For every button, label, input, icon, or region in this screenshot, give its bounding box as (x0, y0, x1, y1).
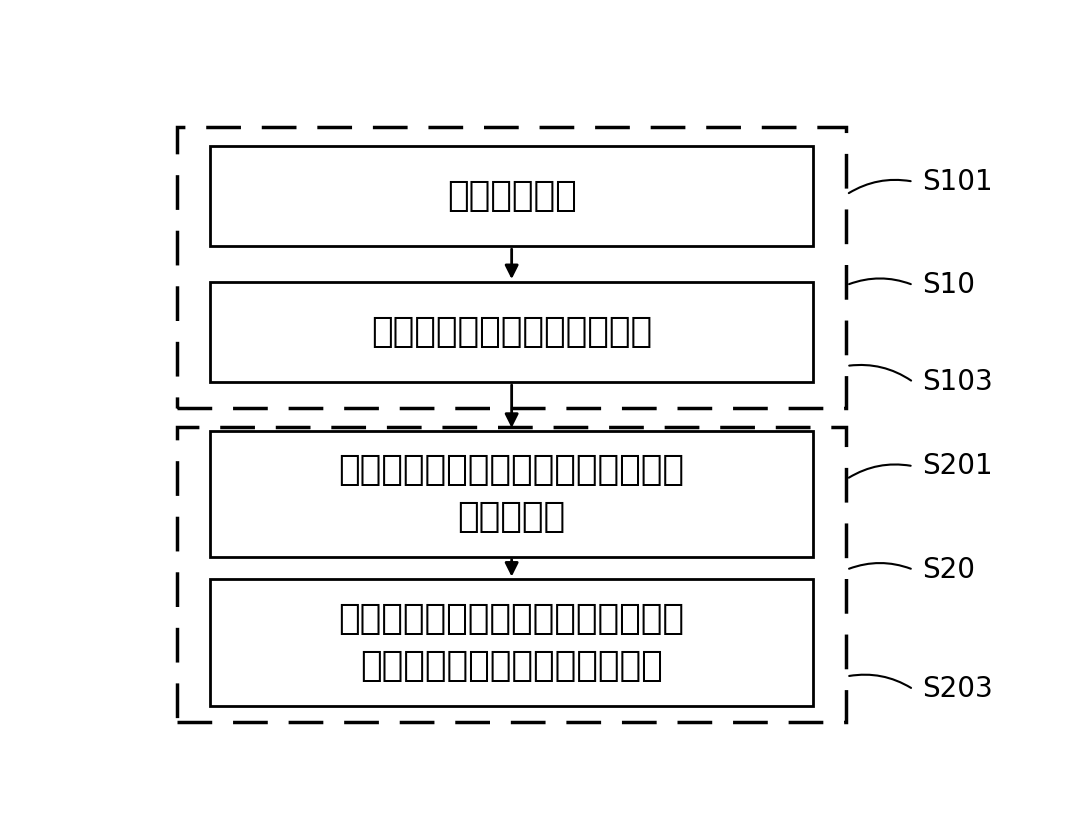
Bar (211, 431, 813, 557)
Text: S10: S10 (922, 271, 975, 299)
Bar (177, 428, 847, 722)
Bar (211, 146, 813, 246)
Bar (211, 580, 813, 706)
Text: 计算目标分别与第一判断点和第二判
断点的距离: 计算目标分别与第一判断点和第二判 断点的距离 (339, 453, 685, 534)
Text: S101: S101 (922, 168, 993, 196)
Text: 确定第一判断点和第二判断点: 确定第一判断点和第二判断点 (372, 315, 652, 349)
Text: 根据目标分别与第一判断点和第二判
断点的距离变化，确定是否越线: 根据目标分别与第一判断点和第二判 断点的距离变化，确定是否越线 (339, 601, 685, 683)
Text: S103: S103 (922, 368, 993, 396)
Text: S203: S203 (922, 675, 993, 703)
Text: S20: S20 (922, 556, 975, 584)
Bar (177, 127, 847, 408)
Bar (211, 282, 813, 382)
Text: S201: S201 (922, 452, 993, 480)
Text: 确定有效范围: 确定有效范围 (447, 179, 577, 213)
